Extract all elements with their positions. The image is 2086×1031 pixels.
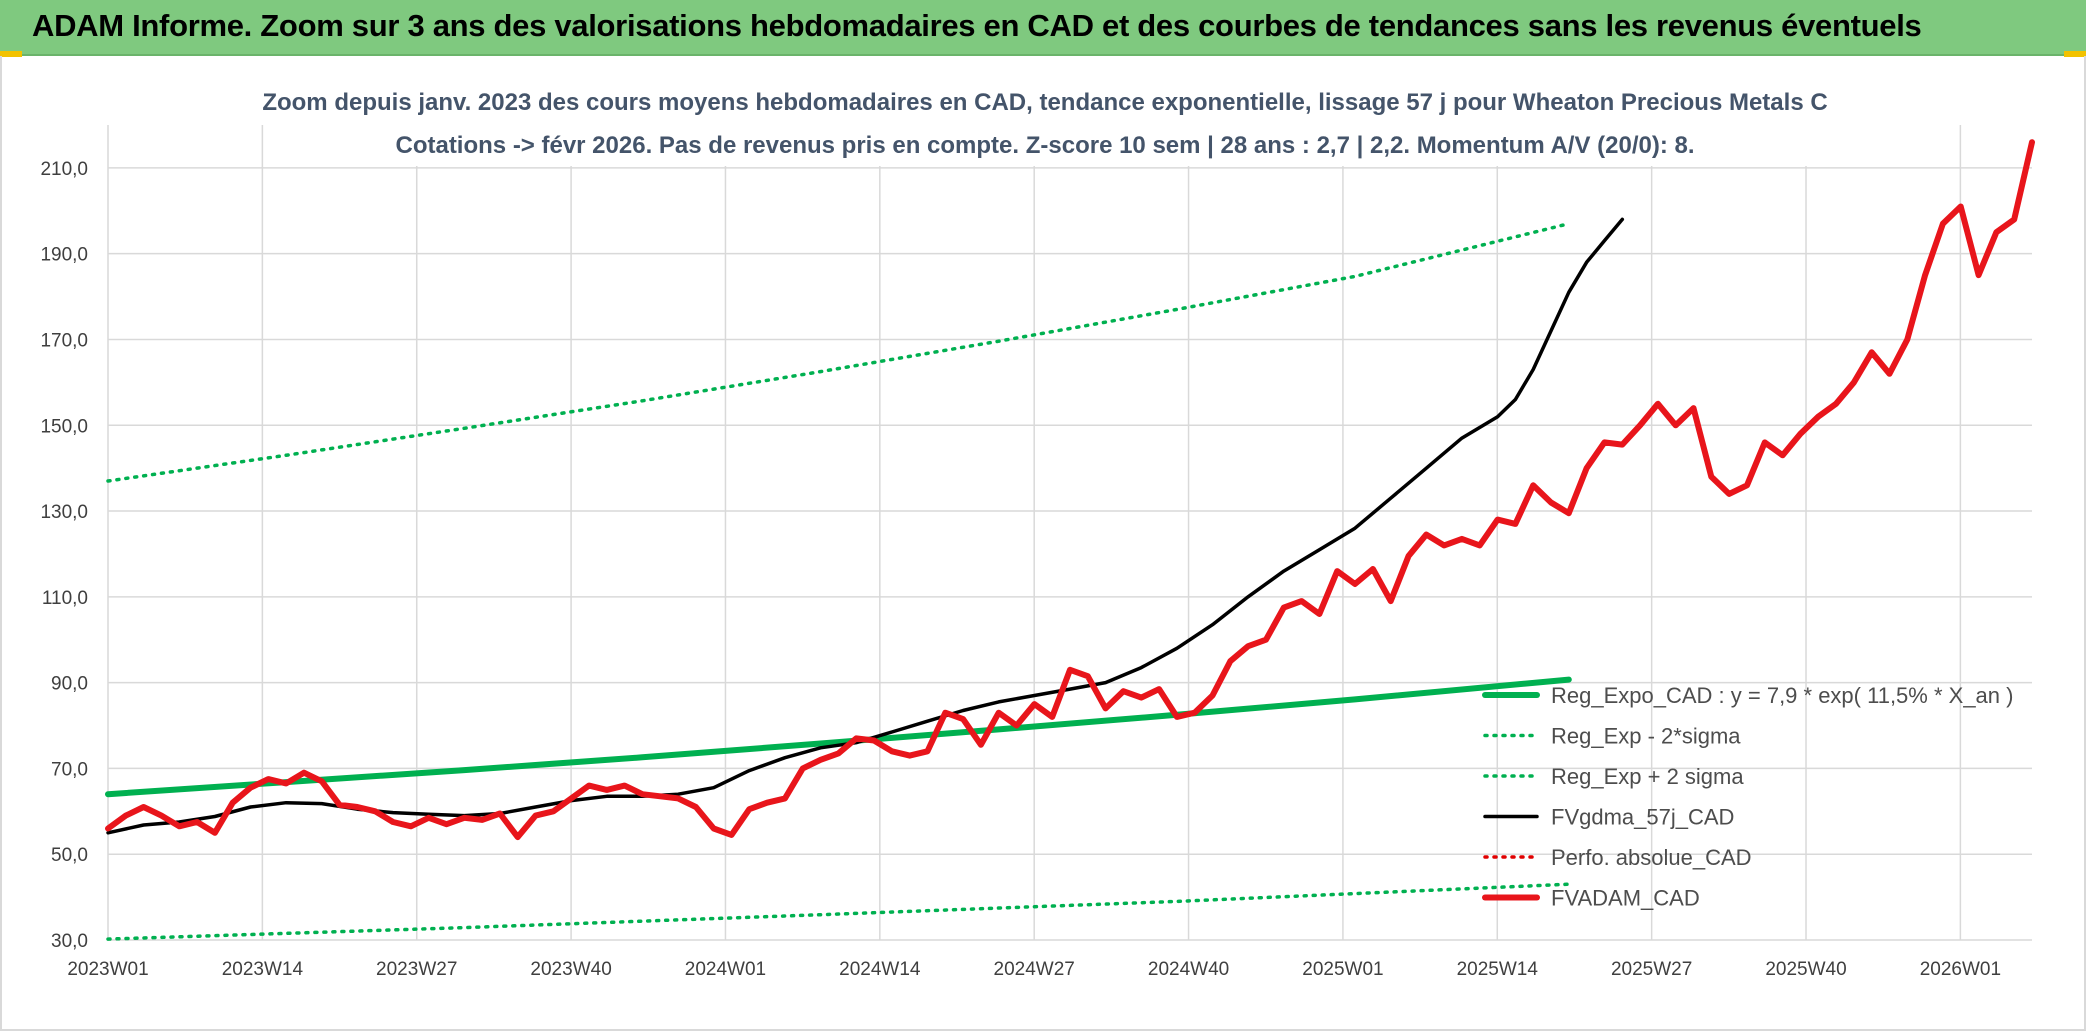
legend-label: FVgdma_57j_CAD — [1551, 805, 1734, 830]
y-tick-label: 70,0 — [51, 759, 88, 780]
y-tick-label: 170,0 — [40, 330, 88, 351]
y-tick-label: 110,0 — [42, 588, 88, 609]
series-line-reg_expo_cad — [105, 676, 1572, 798]
x-tick-label: 2024W14 — [839, 959, 921, 980]
x-axis-ticks: 2023W01 2023W14 2023W27 2023W40 2024W01 2024W… — [67, 959, 2001, 980]
y-axis-ticks: 30,0 50,0 70,0 90,0 110,0 130,0 150,0 170,0 190,… — [40, 159, 88, 952]
x-tick-label: 2026W01 — [1920, 959, 2001, 980]
report-banner: ADAM Informe. Zoom sur 3 ans des valoris… — [0, 0, 2086, 57]
x-tick-label: 2025W27 — [1611, 959, 1692, 980]
y-tick-label: 150,0 — [40, 416, 88, 437]
y-tick-label: 50,0 — [51, 845, 88, 866]
y-tick-label: 130,0 — [40, 502, 88, 523]
banner-accent-right — [2064, 51, 2086, 57]
series-line-fvadam_cad — [105, 139, 2035, 841]
x-tick-label: 2023W40 — [530, 959, 611, 980]
legend: Reg_Expo_CAD : y = 7,9 * exp( 11,5% * X_… — [1482, 683, 2013, 911]
x-tick-label: 2024W27 — [994, 959, 1075, 980]
x-tick-label: 2024W40 — [1148, 959, 1229, 980]
x-tick-label: 2025W40 — [1765, 959, 1846, 980]
chart-title-line-1: Zoom depuis janv. 2023 des cours moyens … — [262, 89, 1827, 116]
grid-layer — [107, 125, 2032, 941]
chart-title-line-2: Cotations -> févr 2026. Pas de revenus p… — [395, 132, 1694, 159]
y-tick-label: 210,0 — [40, 159, 88, 180]
banner-accent-left — [0, 51, 22, 57]
x-tick-label: 2024W01 — [685, 959, 766, 980]
y-tick-label: 190,0 — [40, 245, 88, 266]
title-background — [270, 80, 1820, 166]
legend-label: Perfo. absolue_CAD — [1551, 845, 1752, 870]
x-tick-label: 2023W01 — [67, 959, 148, 980]
x-tick-label: 2023W14 — [222, 959, 304, 980]
chart-frame — [0, 56, 2086, 1031]
x-tick-label: 2023W27 — [376, 959, 457, 980]
x-tick-label: 2025W14 — [1457, 959, 1539, 980]
legend-label: FVADAM_CAD — [1551, 886, 1700, 911]
x-tick-label: 2025W01 — [1302, 959, 1383, 980]
legend-label: Reg_Exp - 2*sigma — [1551, 724, 1741, 749]
report-title: ADAM Informe. Zoom sur 3 ans des valoris… — [32, 8, 1922, 43]
y-tick-label: 30,0 — [51, 931, 88, 952]
legend-label: Reg_Exp + 2 sigma — [1551, 764, 1744, 789]
series-layer — [105, 139, 2035, 941]
y-tick-label: 90,0 — [51, 674, 88, 695]
legend-label: Reg_Expo_CAD : y = 7,9 * exp( 11,5% * X_… — [1551, 683, 2013, 708]
series-line-reg_exp — [106, 221, 1571, 483]
series-line-reg_exp — [106, 882, 1571, 941]
